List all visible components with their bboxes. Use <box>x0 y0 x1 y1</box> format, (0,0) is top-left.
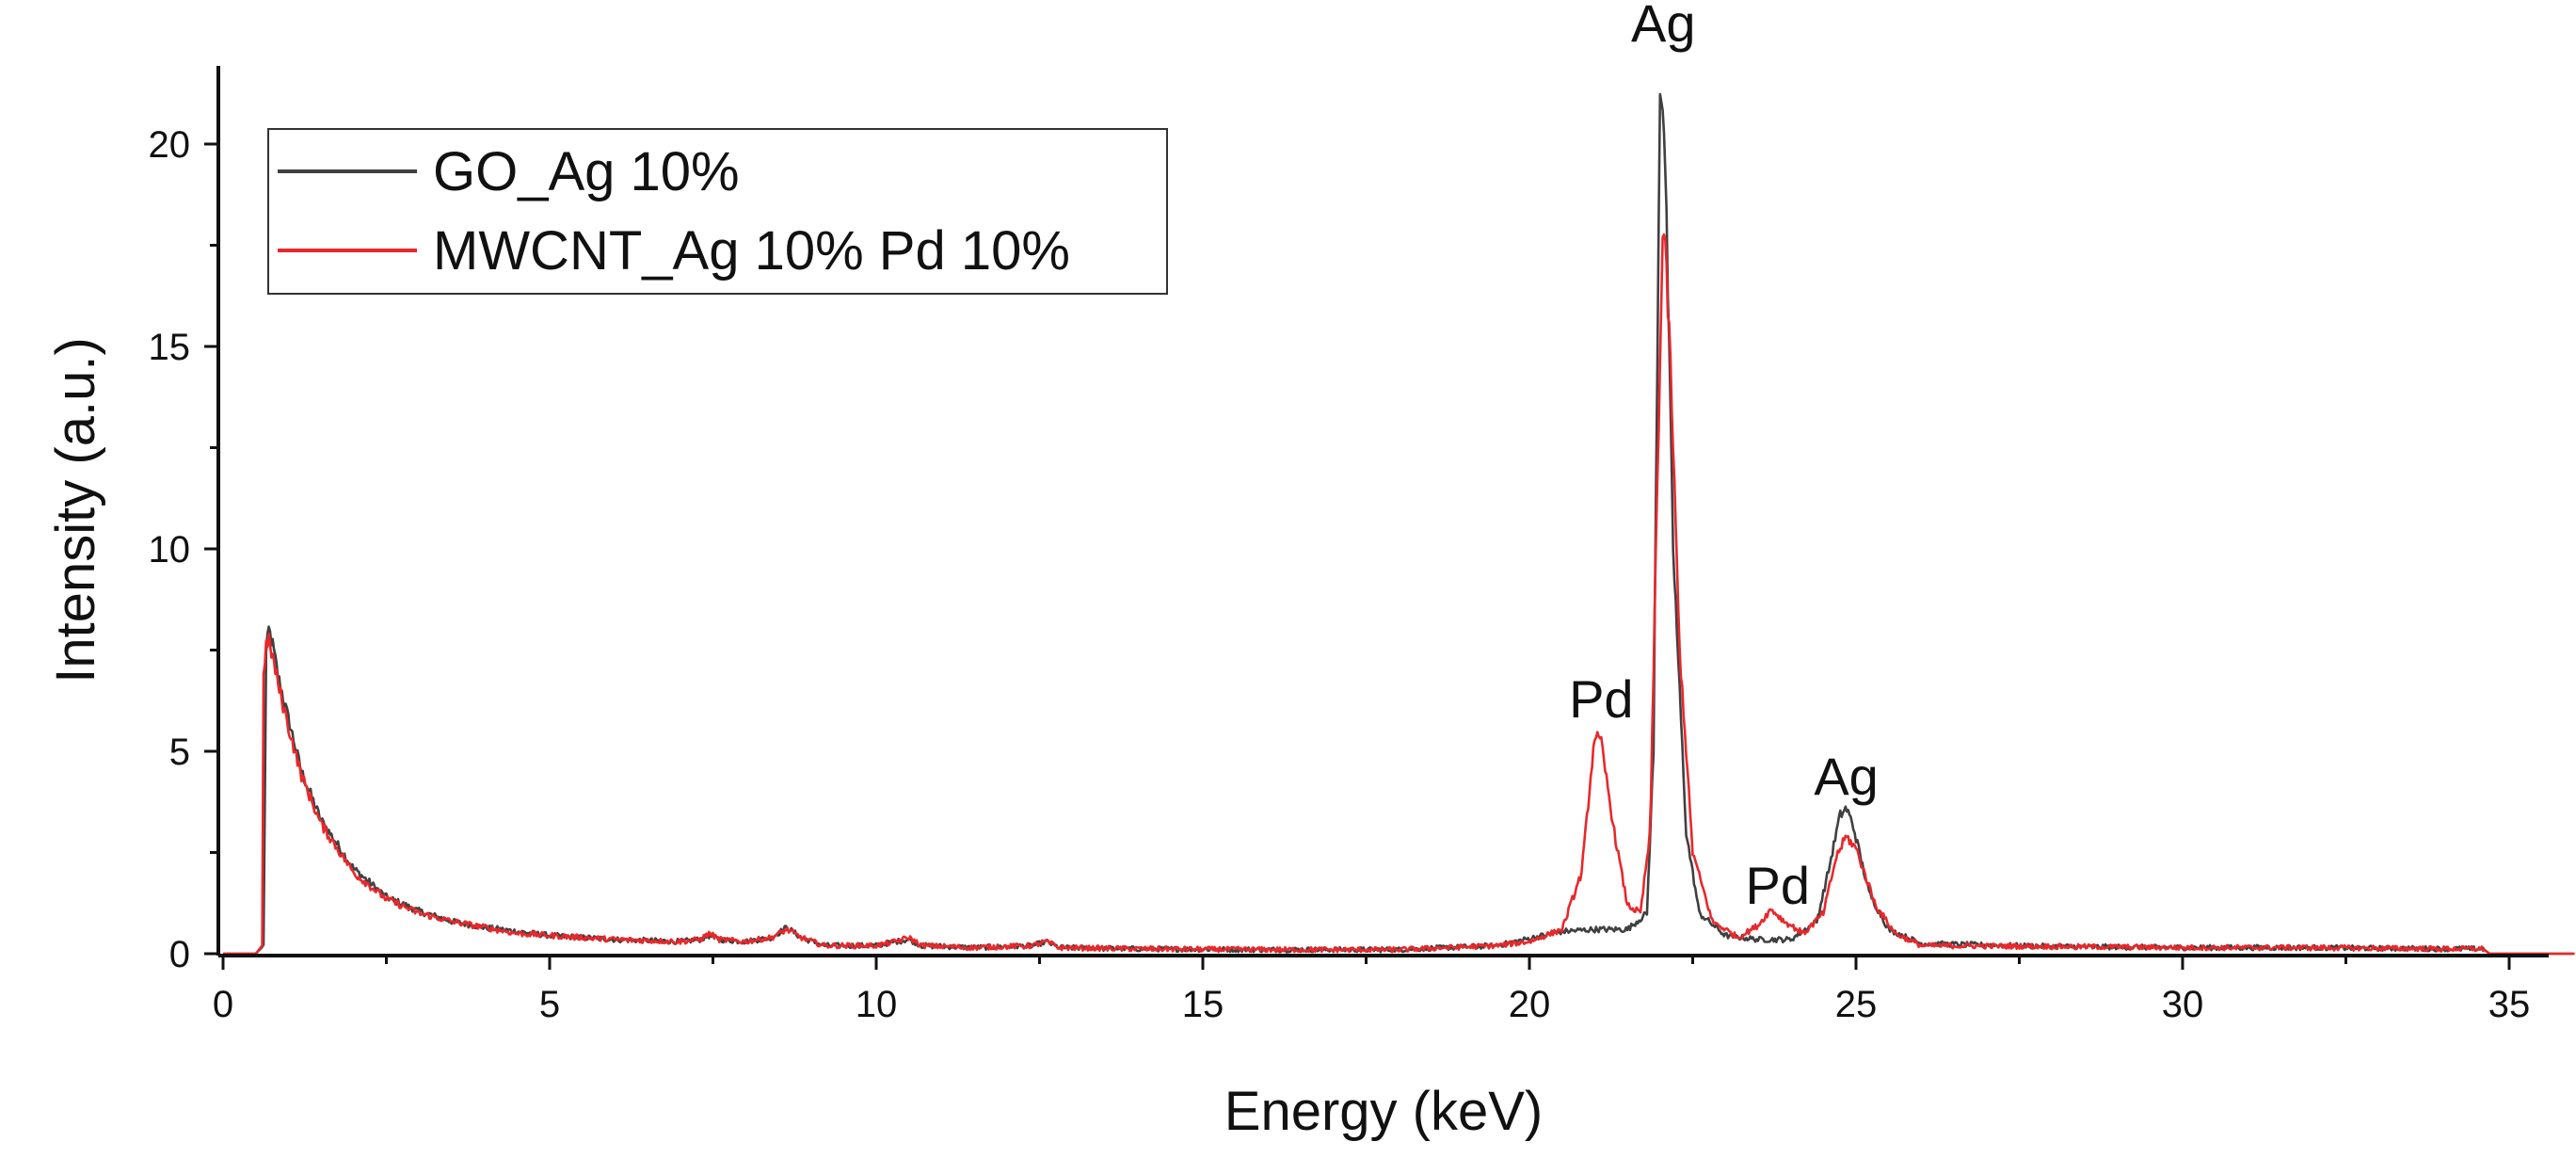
x-axis-title: Energy (keV) <box>1224 1081 1543 1142</box>
series-layer <box>223 92 2575 956</box>
legend-label-mwcnt-ag-pd: MWCNT_Ag 10% Pd 10% <box>433 220 1070 281</box>
x-tick-label: 5 <box>539 984 560 1025</box>
x-tick-label: 20 <box>1509 984 1551 1025</box>
y-axis-title: Intensity (a.u.) <box>45 337 106 683</box>
y-tick-label: 5 <box>169 732 190 773</box>
series-line-1 <box>223 233 2575 956</box>
peak-label-ag: Ag <box>1814 747 1879 806</box>
x-tick-label: 25 <box>1835 984 1878 1025</box>
peak-label-pd: Pd <box>1745 856 1810 915</box>
peak-label-ag: Ag <box>1631 0 1696 53</box>
x-axis-ticks: 0 5 10 15 20 25 30 35 <box>213 956 2530 1025</box>
legend-label-go-ag: GO_Ag 10% <box>433 141 740 202</box>
y-axis-ticks: 0 5 10 15 20 <box>149 124 218 975</box>
y-tick-label: 15 <box>149 327 191 368</box>
x-tick-label: 35 <box>2488 984 2531 1025</box>
legend: GO_Ag 10% MWCNT_Ag 10% Pd 10% <box>267 128 1168 295</box>
peak-label-pd: Pd <box>1569 669 1634 729</box>
y-tick-label: 20 <box>149 124 191 166</box>
y-tick-label: 10 <box>149 529 191 571</box>
x-tick-label: 30 <box>2162 984 2204 1025</box>
x-tick-label: 10 <box>856 984 898 1025</box>
legend-box <box>267 128 1168 295</box>
y-tick-label: 0 <box>169 934 190 975</box>
x-tick-label: 15 <box>1182 984 1224 1025</box>
x-tick-label: 0 <box>213 984 233 1025</box>
